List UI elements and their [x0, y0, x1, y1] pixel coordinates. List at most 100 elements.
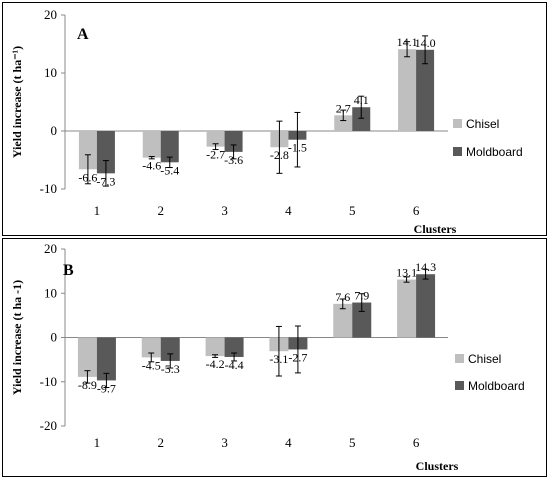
- chart-a-y-tick-label: -10: [40, 181, 57, 196]
- chart-a-legend-label-moldboard: Moldboard: [466, 145, 523, 159]
- chart-a-data-label-moldboard-1: -7.3: [96, 174, 115, 188]
- chart-b-bar-moldboard-6: [416, 274, 436, 338]
- chart-b-y-axis-title: Yield increase (t ha -1): [10, 280, 24, 395]
- chart-b-error-bar-moldboard-2: [167, 353, 174, 369]
- chart-b-y-tick-label: 10: [44, 285, 57, 300]
- chart-a-category-label: 3: [221, 203, 228, 218]
- chart-a-data-label-chisel-5: 2.7: [336, 101, 351, 115]
- chart-a-y-tick-label: 20: [44, 7, 57, 22]
- chart-a-data-label-chisel-6: 14.1: [397, 35, 418, 49]
- chart-a-data-label-moldboard-3: -3.6: [224, 153, 243, 167]
- chart-a-data-label-chisel-3: -2.7: [206, 148, 225, 162]
- chart-a-error-bar-moldboard-6: [422, 35, 429, 65]
- chart-a-bar-chisel-5: [334, 115, 353, 131]
- chart-a-error-bar-moldboard-3: [230, 144, 237, 160]
- chart-b-error-bar-chisel-4: [275, 325, 282, 377]
- chart-b-category-label: 5: [349, 435, 356, 450]
- chart-a-legend-label-chisel: Chisel: [466, 117, 499, 131]
- chart-b-data-label-chisel-2: -4.5: [142, 358, 161, 372]
- chart-panel-a: -10 0 10 20 -6.6 -7.3 1 -4.6 -5.4 2 -2.7 -3.6 3 -2.8-…: [2, 2, 547, 236]
- chart-b-data-label-moldboard-2: -5.3: [161, 362, 180, 376]
- chart-a-y-tick-label: 0: [51, 123, 58, 138]
- chart-b-error-bar-chisel-2: [148, 352, 155, 363]
- chart-b-bar-chisel-2: [141, 337, 161, 358]
- chart-b-bar-moldboard-2: [160, 337, 180, 361]
- chart-a-data-label-moldboard-6: 14.0: [415, 36, 436, 50]
- chart-b-bar-moldboard-3: [224, 337, 244, 357]
- chart-b-data-label-moldboard-4: -2.7: [288, 350, 307, 364]
- chart-a-data-label-moldboard-2: -5.4: [160, 163, 179, 177]
- chart-a-bar-moldboard-3: [224, 131, 243, 152]
- chart-b-data-label-moldboard-6: 14.3: [415, 260, 436, 274]
- chart-a-y-axis-title: Yield increase (t ha⁻¹): [10, 46, 24, 158]
- chart-b-legend-swatch-moldboard: [455, 381, 464, 390]
- chart-a-error-bar-chisel-2: [148, 156, 155, 160]
- chart-b-error-bar-chisel-1: [84, 370, 91, 384]
- chart-b-category-label: 1: [94, 435, 101, 450]
- chart-a-data-label-moldboard-5: 4.1: [354, 93, 369, 107]
- chart-a-legend-swatch-moldboard: [453, 147, 462, 156]
- chart-b-data-label-chisel-6: 13.1: [396, 266, 417, 280]
- chart-a-data-label-chisel-4: -2.8: [270, 148, 289, 162]
- chart-b-bar-moldboard-1: [96, 337, 116, 381]
- chart-a-x-axis-title: Clusters: [414, 222, 457, 236]
- chart-b-data-label-chisel-4: -3.1: [269, 352, 288, 366]
- chart-b-y-tick-label: 0: [51, 330, 58, 345]
- chart-b-error-bar-moldboard-4: [294, 325, 301, 374]
- chart-b-error-bar-moldboard-1: [103, 372, 110, 389]
- chart-a-bar-chisel-3: [206, 131, 225, 147]
- chart-b-data-label-chisel-3: -4.2: [206, 357, 225, 371]
- chart-a-error-bar-moldboard-5: [358, 95, 365, 119]
- chart-b-y-tick-label: 20: [44, 241, 57, 256]
- chart-b-data-label-moldboard-5: 7.9: [354, 289, 369, 303]
- chart-a-panel-letter: A: [77, 26, 89, 43]
- chart-b-bar-chisel-6: [397, 279, 417, 338]
- chart-a-data-label-moldboard-4: -1.5: [288, 141, 307, 155]
- chart-a-error-bar-chisel-6: [404, 41, 411, 58]
- chart-b-category-label: 2: [158, 435, 165, 450]
- chart-a-error-bar-moldboard-2: [166, 156, 173, 169]
- chart-a-bar-moldboard-1: [96, 131, 115, 174]
- chart-a-error-bar-chisel-4: [276, 120, 283, 174]
- chart-a-bar-chisel-6: [398, 49, 417, 131]
- chart-a-bar-moldboard-6: [416, 49, 435, 131]
- chart-a-category-label: 5: [349, 203, 356, 218]
- chart-b-x-axis-title: Clusters: [416, 459, 459, 473]
- chart-a-bar-chisel-1: [78, 131, 97, 170]
- chart-a-error-bar-chisel-5: [340, 109, 347, 122]
- chart-b-error-bar-moldboard-3: [231, 352, 238, 362]
- chart-a-bar-moldboard-5: [352, 107, 371, 131]
- chart-a-data-label-chisel-1: -6.6: [78, 170, 97, 184]
- chart-b-category-label: 4: [285, 435, 292, 450]
- chart-b-category-label: 3: [221, 435, 228, 450]
- chart-a-category-label: 4: [285, 203, 292, 218]
- chart-b-bar-chisel-1: [77, 337, 97, 377]
- chart-b-y-tick-label: -10: [40, 374, 57, 389]
- chart-b-data-label-chisel-1: -8.9: [78, 378, 97, 392]
- chart-b-error-bar-chisel-3: [212, 354, 219, 358]
- chart-b-error-bar-moldboard-5: [358, 293, 365, 312]
- chart-b-category-label: 6: [413, 435, 420, 450]
- chart-b-error-bar-moldboard-6: [422, 268, 429, 280]
- chart-b-error-bar-chisel-5: [339, 298, 346, 310]
- chart-b-panel-letter: B: [63, 262, 74, 279]
- chart-b-legend: Chisel Moldboard: [455, 352, 525, 393]
- chart-b-bar-moldboard-5: [352, 302, 372, 338]
- chart-b-data-label-chisel-5: 7.6: [335, 290, 350, 304]
- chart-a-data-label-chisel-2: -4.6: [142, 159, 161, 173]
- chart-b-svg: -20 -10 0 10 20 -8.9 -9.7 1 -4.5 -5.3 2 -4.2 -4.4 3 -3…: [10, 241, 525, 473]
- chart-a-y-tick-label: 10: [44, 65, 57, 80]
- chart-b-data-label-moldboard-1: -9.7: [97, 381, 116, 395]
- chart-a-error-bar-moldboard-4: [294, 111, 301, 168]
- chart-a-error-bar-chisel-1: [84, 154, 91, 185]
- chart-a-category-label: 6: [413, 203, 420, 218]
- chart-a-category-label: 1: [94, 203, 101, 218]
- chart-a-category-label: 2: [158, 203, 165, 218]
- chart-panel-b: -20 -10 0 10 20 -8.9 -9.7 1 -4.5 -5.3 2 -4.2 -4.4 3 -3…: [2, 238, 547, 477]
- chart-a-bar-moldboard-2: [160, 131, 179, 163]
- chart-b-bar-chisel-3: [205, 337, 225, 357]
- chart-a-legend: Chisel Moldboard: [453, 117, 523, 159]
- chart-b-legend-label-moldboard: Moldboard: [468, 379, 525, 393]
- chart-b-legend-swatch-chisel: [455, 354, 464, 363]
- chart-a-svg: -10 0 10 20 -6.6 -7.3 1 -4.6 -5.4 2 -2.7 -3.6 3 -2.8-…: [10, 7, 523, 236]
